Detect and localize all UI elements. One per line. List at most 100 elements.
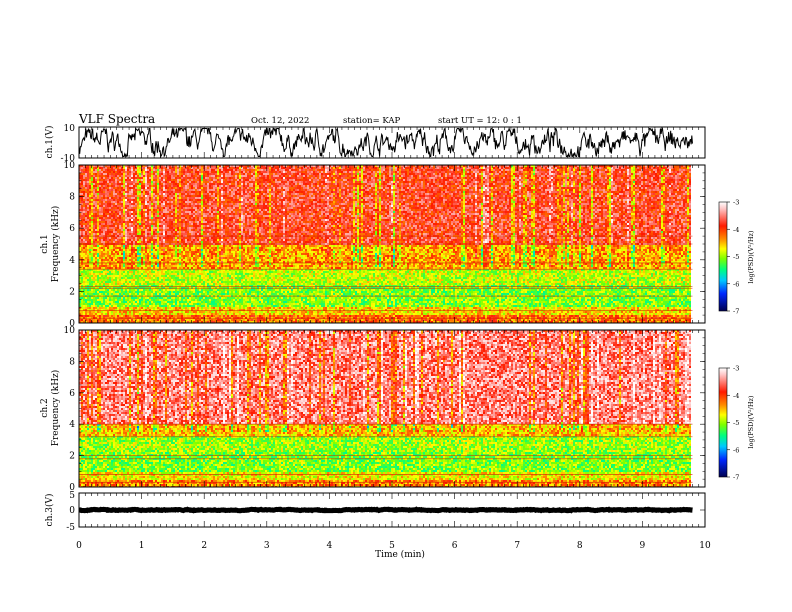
heat-cell	[119, 293, 121, 295]
heat-cell	[115, 215, 117, 217]
heat-cell	[143, 201, 145, 203]
heat-cell	[171, 241, 173, 243]
heat-cell	[117, 187, 119, 189]
heat-cell	[105, 233, 107, 235]
heat-cell	[117, 195, 119, 197]
heat-cell	[111, 175, 113, 177]
heat-cell	[153, 199, 155, 201]
heat-cell	[169, 219, 171, 221]
heat-cell	[143, 223, 145, 225]
heat-cell	[151, 301, 153, 303]
heat-cell	[159, 229, 161, 231]
heat-cell	[109, 185, 111, 187]
heat-cell	[97, 247, 99, 249]
heat-cell	[137, 173, 139, 175]
heat-cell	[139, 259, 141, 261]
heat-cell	[161, 245, 163, 247]
heat-cell	[169, 183, 171, 185]
heat-cell	[109, 301, 111, 303]
heat-cell	[129, 217, 131, 219]
heat-cell	[91, 245, 93, 247]
heat-cell	[117, 175, 119, 177]
heat-cell	[113, 311, 115, 313]
heat-cell	[91, 179, 93, 181]
heat-cell	[125, 175, 127, 177]
heat-cell	[133, 303, 135, 305]
heat-cell	[151, 233, 153, 235]
heat-cell	[171, 257, 173, 259]
heat-cell	[121, 177, 123, 179]
heat-cell	[125, 195, 127, 197]
heat-cell	[143, 241, 145, 243]
heat-cell	[93, 247, 95, 249]
heat-cell	[157, 173, 159, 175]
heat-cell	[99, 231, 101, 233]
heat-cell	[131, 225, 133, 227]
heat-cell	[139, 229, 141, 231]
heat-cell	[117, 189, 119, 191]
heat-cell	[129, 203, 131, 205]
heat-cell	[151, 215, 153, 217]
heat-cell	[131, 233, 133, 235]
heat-cell	[155, 283, 157, 285]
heat-cell	[161, 275, 163, 277]
heat-cell	[101, 245, 103, 247]
heat-cell	[159, 171, 161, 173]
heat-cell	[165, 257, 167, 259]
heat-cell	[97, 241, 99, 243]
heat-cell	[85, 265, 87, 267]
heat-cell	[97, 191, 99, 193]
heat-cell	[163, 229, 165, 231]
heat-cell	[83, 315, 85, 317]
heat-cell	[163, 313, 165, 315]
heat-cell	[143, 245, 145, 247]
heat-cell	[83, 275, 85, 277]
heat-cell	[123, 307, 125, 309]
heat-cell	[91, 277, 93, 279]
heat-cell	[111, 283, 113, 285]
heat-cell	[107, 247, 109, 249]
heat-cell	[147, 227, 149, 229]
heat-cell	[121, 201, 123, 203]
heat-cell	[103, 289, 105, 291]
heat-cell	[155, 297, 157, 299]
heat-cell	[143, 259, 145, 261]
heat-cell	[93, 259, 95, 261]
heat-cell	[97, 299, 99, 301]
heat-cell	[145, 179, 147, 181]
heat-cell	[135, 177, 137, 179]
heat-cell	[151, 247, 153, 249]
heat-cell	[141, 193, 143, 195]
heat-cell	[165, 201, 167, 203]
heat-cell	[125, 197, 127, 199]
heat-cell	[137, 219, 139, 221]
heat-cell	[117, 293, 119, 295]
heat-cell	[137, 217, 139, 219]
heat-cell	[151, 303, 153, 305]
heat-cell	[83, 221, 85, 223]
heat-cell	[101, 281, 103, 283]
heat-cell	[121, 171, 123, 173]
heat-cell	[139, 209, 141, 211]
heat-cell	[155, 313, 157, 315]
heat-cell	[89, 177, 91, 179]
heat-cell	[167, 167, 169, 169]
heat-cell	[129, 305, 131, 307]
heat-cell	[131, 255, 133, 257]
heat-cell	[167, 303, 169, 305]
heat-cell	[169, 293, 171, 295]
heat-cell	[109, 179, 111, 181]
heat-cell	[133, 301, 135, 303]
heat-cell	[129, 249, 131, 251]
heat-cell	[147, 195, 149, 197]
heat-cell	[103, 301, 105, 303]
heat-cell	[151, 181, 153, 183]
heat-cell	[149, 301, 151, 303]
heat-cell	[157, 311, 159, 313]
heat-cell	[137, 183, 139, 185]
heat-cell	[95, 297, 97, 299]
heat-cell	[117, 211, 119, 213]
heat-cell	[143, 181, 145, 183]
heat-cell	[103, 191, 105, 193]
heat-cell	[145, 217, 147, 219]
